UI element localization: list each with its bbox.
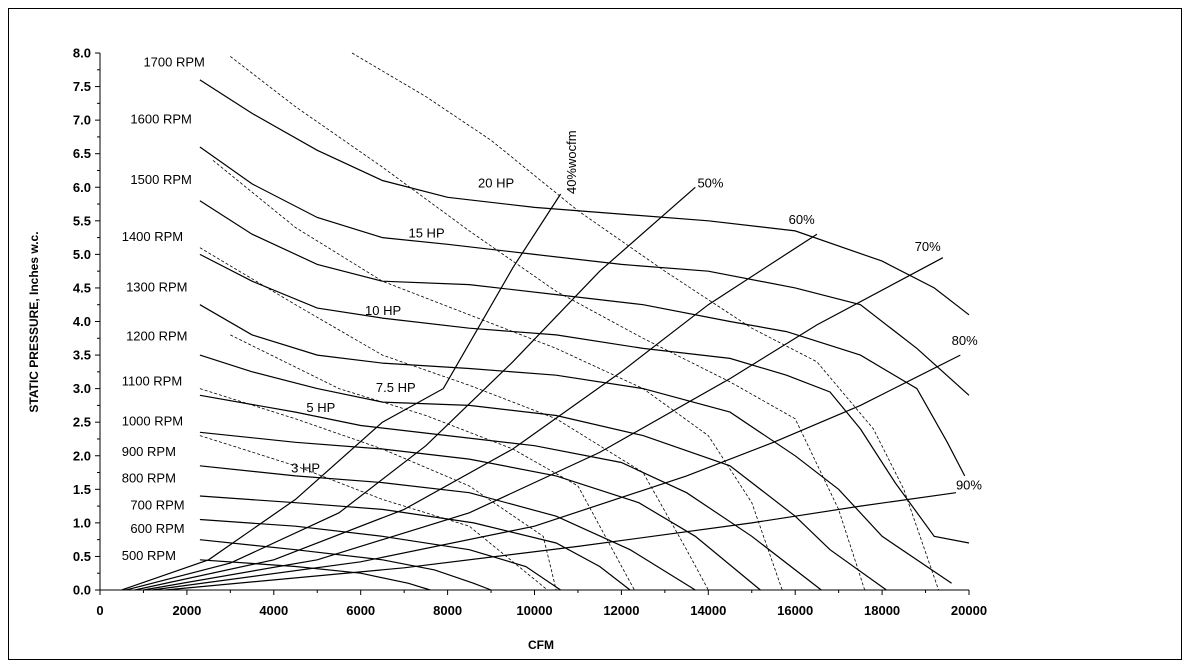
rpm-label: 1300 RPM bbox=[126, 279, 187, 294]
rpm-label: 800 RPM bbox=[122, 471, 176, 486]
hp-label: 3 HP bbox=[291, 461, 320, 476]
rpm-curve-12 bbox=[199, 79, 970, 316]
hp-curve-5 bbox=[230, 56, 866, 591]
efficiency-label: 50% bbox=[697, 175, 723, 190]
y-axis-title: STATIC PRESSURE, Inches w.c. bbox=[27, 231, 41, 412]
y-tick-label: 6.0 bbox=[73, 180, 91, 195]
y-tick-label: 1.0 bbox=[73, 515, 91, 530]
rpm-curve-5 bbox=[199, 431, 761, 591]
x-tick-label: 14000 bbox=[690, 603, 726, 618]
y-tick-label: 6.5 bbox=[73, 146, 91, 161]
x-axis-title: CFM bbox=[528, 638, 554, 652]
axes-layer: 0.0 0.5 1.0 1.5 2.0 2.5 3.0 3.5 4.0 4.5 5.0 5.5 6.0 6… bbox=[73, 46, 987, 619]
y-tick-label: 1.5 bbox=[73, 482, 91, 497]
y-tick-label: 4.5 bbox=[73, 280, 91, 295]
hp-curve-2 bbox=[230, 334, 635, 591]
rpm-label: 1400 RPM bbox=[122, 229, 183, 244]
x-tick-label: 8000 bbox=[433, 603, 462, 618]
rpm-curve-9 bbox=[199, 253, 970, 544]
rpm-curve-0 bbox=[199, 559, 431, 591]
efficiency-label: 90% bbox=[956, 477, 982, 492]
efficiency-label: 70% bbox=[915, 239, 941, 254]
efficiency-curve-5 bbox=[165, 492, 957, 591]
y-tick-label: 0.5 bbox=[73, 549, 91, 564]
x-tick-label: 12000 bbox=[603, 603, 639, 618]
x-tick-label: 4000 bbox=[259, 603, 288, 618]
hp-curve-1 bbox=[199, 388, 557, 591]
curve-layer bbox=[121, 52, 970, 591]
hp-label: 15 HP bbox=[408, 226, 444, 241]
rpm-label: 1100 RPM bbox=[122, 373, 182, 388]
efficiency-label: 40%wocfm bbox=[564, 130, 579, 194]
efficiency-curve-0 bbox=[121, 193, 562, 591]
y-tick-label: 7.5 bbox=[73, 79, 91, 94]
y-tick-label: 5.0 bbox=[73, 247, 91, 262]
y-tick-label: 4.0 bbox=[73, 314, 91, 329]
hp-label: 10 HP bbox=[365, 303, 401, 318]
rpm-curve-6 bbox=[199, 394, 822, 591]
y-tick-label: 3.5 bbox=[73, 348, 91, 363]
x-tick-label: 6000 bbox=[346, 603, 375, 618]
hp-curve-0 bbox=[199, 435, 548, 591]
efficiency-curve-2 bbox=[134, 233, 818, 591]
hp-curve-3 bbox=[199, 247, 709, 591]
x-tick-label: 10000 bbox=[516, 603, 552, 618]
y-tick-label: 3.0 bbox=[73, 381, 91, 396]
rpm-curve-4 bbox=[199, 465, 696, 591]
rpm-label: 600 RPM bbox=[130, 521, 184, 536]
efficiency-curve-1 bbox=[125, 186, 696, 591]
rpm-curve-7 bbox=[199, 354, 887, 591]
rpm-curve-2 bbox=[199, 518, 561, 591]
rpm-curve-11 bbox=[199, 146, 970, 396]
rpm-curve-1 bbox=[199, 539, 492, 591]
y-tick-label: 2.0 bbox=[73, 448, 91, 463]
rpm-label: 1500 RPM bbox=[130, 172, 191, 187]
rpm-curve-3 bbox=[199, 495, 631, 591]
y-tick-label: 7.0 bbox=[73, 113, 91, 128]
y-tick-label: 0.0 bbox=[73, 583, 91, 598]
hp-label: 7.5 HP bbox=[376, 380, 416, 395]
efficiency-curve-4 bbox=[152, 354, 961, 591]
rpm-label: 900 RPM bbox=[122, 444, 176, 459]
x-tick-label: 18000 bbox=[864, 603, 900, 618]
hp-label: 5 HP bbox=[306, 400, 335, 415]
y-tick-label: 2.5 bbox=[73, 415, 91, 430]
x-tick-label: 0 bbox=[96, 603, 103, 618]
chart-frame bbox=[8, 8, 1182, 660]
y-tick-label: 8.0 bbox=[73, 46, 91, 61]
efficiency-label: 60% bbox=[789, 212, 815, 227]
efficiency-curve-3 bbox=[143, 257, 944, 591]
hp-curve-4 bbox=[212, 160, 783, 591]
x-tick-label: 2000 bbox=[172, 603, 201, 618]
x-tick-label: 16000 bbox=[777, 603, 813, 618]
hp-label: 20 HP bbox=[478, 175, 514, 190]
x-tick-label: 20000 bbox=[951, 603, 987, 618]
rpm-curve-10 bbox=[199, 200, 966, 477]
efficiency-label: 80% bbox=[952, 333, 978, 348]
hp-curve-6 bbox=[351, 52, 939, 591]
label-layer: 1700 RPM 1600 RPM 1500 RPM 1400 RPM 1300 RPM… bbox=[122, 54, 983, 562]
rpm-label: 1700 RPM bbox=[143, 54, 204, 69]
rpm-label: 500 RPM bbox=[122, 548, 176, 563]
rpm-label: 1000 RPM bbox=[122, 414, 183, 429]
rpm-label: 700 RPM bbox=[130, 497, 184, 512]
rpm-label: 1600 RPM bbox=[130, 111, 191, 126]
y-tick-label: 5.5 bbox=[73, 213, 91, 228]
rpm-curve-8 bbox=[199, 304, 952, 584]
rpm-label: 1200 RPM bbox=[126, 328, 187, 343]
